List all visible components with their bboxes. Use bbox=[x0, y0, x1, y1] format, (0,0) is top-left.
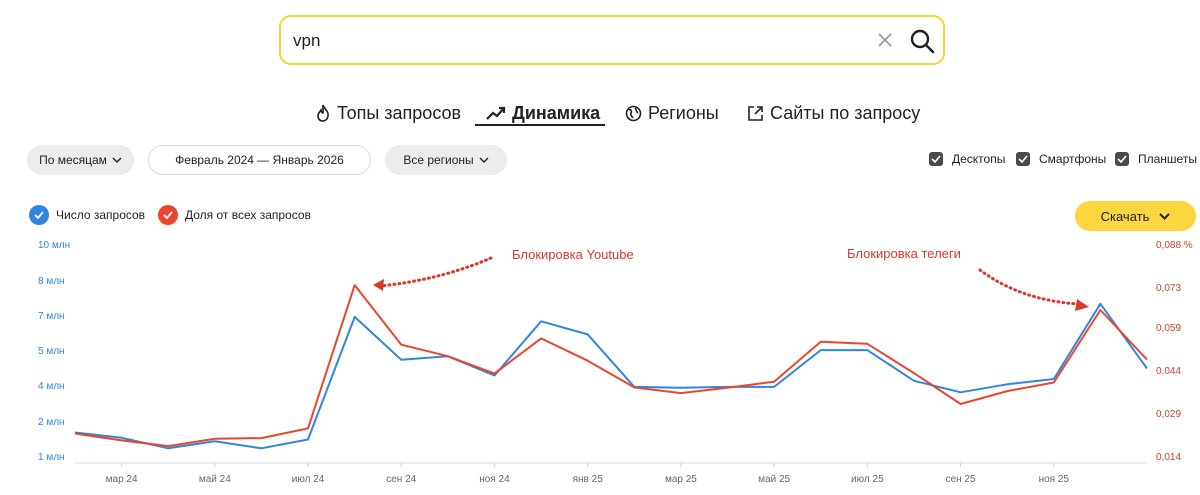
tab-dynamics[interactable]: Динамика bbox=[486, 100, 600, 126]
legend-label: Доля от всех запросов bbox=[185, 208, 311, 222]
tab-label: Динамика bbox=[512, 102, 601, 123]
desktop-checkbox[interactable]: Десктопы bbox=[929, 152, 1005, 166]
legend-label: Число запросов bbox=[56, 208, 146, 222]
y-left-tick-label: 1 млн bbox=[38, 452, 65, 463]
tabs: Топы запросов Динамика Регионы Сайты по … bbox=[0, 100, 1200, 130]
y-right-tick-label: 0,044 bbox=[1156, 366, 1181, 377]
globe-icon bbox=[625, 105, 642, 121]
y-right-tick-label: 0,014 bbox=[1156, 452, 1181, 463]
chevron-down-icon bbox=[1159, 212, 1171, 220]
checkbox-checked-icon bbox=[1115, 152, 1129, 166]
period-label: По месяцам bbox=[39, 153, 107, 167]
chevron-down-icon bbox=[479, 157, 489, 163]
period-select[interactable]: По месяцам bbox=[27, 145, 134, 175]
date-range-picker[interactable]: Февраль 2024 — Январь 2026 bbox=[148, 145, 371, 175]
legend-item-share[interactable]: Доля от всех запросов bbox=[158, 205, 311, 225]
x-tick-label: ноя 25 bbox=[1039, 474, 1070, 485]
annotation-youtube: Блокировка Youtube bbox=[512, 247, 634, 262]
x-tick-label: май 24 bbox=[199, 474, 231, 485]
checkbox-label: Десктопы bbox=[952, 152, 1006, 166]
chevron-down-icon bbox=[112, 157, 122, 163]
x-tick-label: июл 24 bbox=[292, 474, 325, 485]
arrow-youtube bbox=[378, 256, 493, 288]
download-button[interactable]: Скачать bbox=[1075, 201, 1196, 231]
y-left-tick-label: 4 млн bbox=[38, 381, 65, 392]
tab-top-queries[interactable]: Топы запросов bbox=[315, 100, 461, 126]
arrow-telegram bbox=[978, 268, 1080, 306]
arrowhead-telegram bbox=[1075, 299, 1089, 311]
clear-icon[interactable] bbox=[875, 30, 895, 50]
checkmark-icon bbox=[158, 205, 178, 225]
x-tick-label: сен 24 bbox=[386, 474, 416, 485]
date-range-label: Февраль 2024 — Январь 2026 bbox=[175, 153, 344, 167]
tab-label: Сайты по запросу bbox=[770, 102, 921, 123]
flame-icon bbox=[317, 104, 329, 122]
tab-label: Регионы bbox=[648, 102, 719, 123]
x-tick-label: ноя 24 bbox=[479, 474, 510, 485]
tab-sites[interactable]: Сайты по запросу bbox=[747, 100, 920, 126]
checkbox-checked-icon bbox=[1016, 152, 1030, 166]
x-tick-label: мар 25 bbox=[665, 474, 697, 485]
annotation-telegram: Блокировка телеги bbox=[847, 246, 961, 261]
y-right-tick-label: 0,073 bbox=[1156, 283, 1181, 294]
x-tick-label: мар 24 bbox=[106, 474, 138, 485]
y-left-tick-label: 2 млн bbox=[38, 417, 65, 428]
download-label: Скачать bbox=[1100, 208, 1150, 224]
search-box[interactable]: vpn bbox=[279, 15, 945, 65]
x-tick-label: янв 25 bbox=[573, 474, 604, 485]
y-left-tick-label: 10 млн bbox=[38, 240, 70, 251]
trend-icon bbox=[486, 106, 506, 120]
tab-regions[interactable]: Регионы bbox=[625, 100, 719, 126]
regions-label: Все регионы bbox=[403, 153, 474, 167]
smartphones-checkbox[interactable]: Смартфоны bbox=[1016, 152, 1106, 166]
x-tick-label: сен 25 bbox=[946, 474, 976, 485]
series-line-share bbox=[74, 284, 1148, 448]
x-tick-label: июл 25 bbox=[851, 474, 884, 485]
legend-item-count[interactable]: Число запросов bbox=[29, 205, 145, 225]
y-left-tick-label: 8 млн bbox=[38, 276, 65, 287]
tab-label: Топы запросов bbox=[337, 102, 462, 123]
y-left-tick-label: 7 млн bbox=[38, 311, 65, 322]
y-right-tick-label: 0,029 bbox=[1156, 409, 1181, 420]
tablets-checkbox[interactable]: Планшеты bbox=[1115, 152, 1197, 166]
y-left-tick-label: 5 млн bbox=[38, 346, 65, 357]
external-link-icon bbox=[748, 105, 763, 121]
search-icon[interactable] bbox=[909, 28, 935, 54]
checkbox-label: Смартфоны bbox=[1039, 152, 1107, 166]
checkbox-label: Планшеты bbox=[1138, 152, 1197, 166]
y-right-tick-label: 0,059 bbox=[1156, 323, 1181, 334]
x-tick-label: май 25 bbox=[758, 474, 790, 485]
y-right-tick-label: 0,088 % bbox=[1156, 240, 1193, 251]
search-input[interactable]: vpn bbox=[293, 31, 321, 50]
regions-select[interactable]: Все регионы bbox=[385, 145, 507, 175]
series-line-count bbox=[74, 302, 1148, 450]
checkbox-checked-icon bbox=[929, 152, 943, 166]
checkmark-icon bbox=[29, 205, 49, 225]
arrowhead-youtube bbox=[373, 279, 384, 291]
active-tab-underline bbox=[475, 124, 605, 126]
